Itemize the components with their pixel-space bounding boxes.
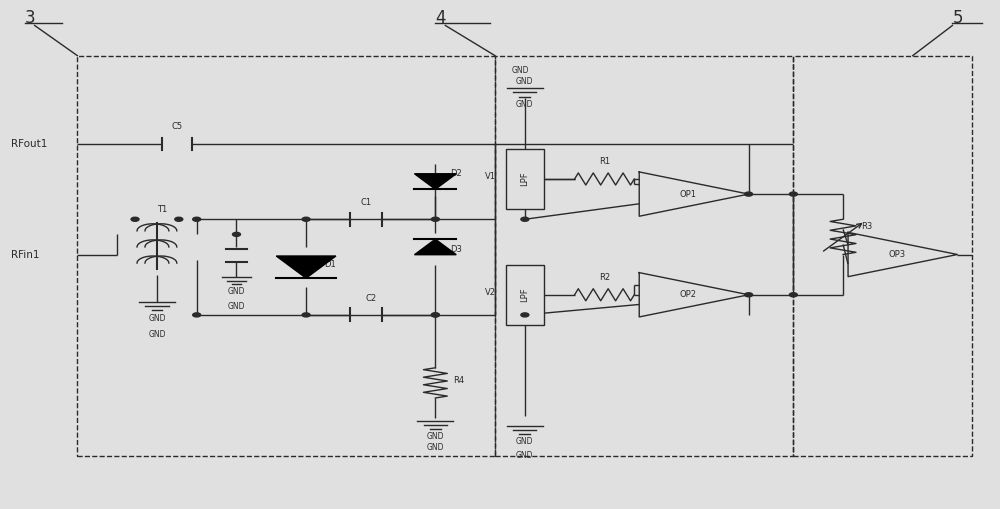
Text: D3: D3 [450,245,462,254]
Polygon shape [414,239,456,254]
Text: RFin1: RFin1 [11,249,39,260]
Circle shape [131,217,139,221]
Circle shape [302,217,310,221]
Text: LPF: LPF [520,172,529,186]
Circle shape [745,192,753,196]
Text: C1: C1 [360,198,371,207]
Text: GND: GND [516,451,534,460]
Circle shape [193,313,201,317]
Bar [506,265,544,325]
Circle shape [745,293,753,297]
Circle shape [431,217,439,221]
Text: R1: R1 [599,157,610,166]
Text: 5: 5 [952,9,963,27]
Circle shape [302,313,310,317]
Text: GND: GND [228,302,245,312]
Circle shape [521,217,529,221]
Circle shape [193,217,201,221]
Text: R4: R4 [453,376,464,385]
Bar [495,55,793,456]
Bar [506,149,544,209]
Text: LPF: LPF [520,288,529,302]
Text: GND: GND [148,330,166,339]
Text: GND: GND [148,314,166,323]
Text: 4: 4 [435,9,446,27]
Text: V2: V2 [485,288,496,297]
Text: GND: GND [427,433,444,441]
Text: GND: GND [427,443,444,453]
Polygon shape [276,256,336,278]
Text: V1: V1 [485,172,496,181]
Circle shape [232,232,240,236]
Text: C2: C2 [366,294,377,303]
Text: GND: GND [511,66,529,75]
Text: GND: GND [516,437,534,446]
Circle shape [789,293,797,297]
Text: OP1: OP1 [680,189,697,199]
Text: R3: R3 [861,222,872,231]
Circle shape [789,192,797,196]
Circle shape [175,217,183,221]
Text: T1: T1 [157,205,167,214]
Text: GND: GND [228,287,245,296]
Text: RFout1: RFout1 [11,139,47,149]
Polygon shape [414,174,456,189]
Bar [77,55,495,456]
Text: R2: R2 [599,273,610,281]
Text: C5: C5 [171,122,182,131]
Text: D2: D2 [450,169,462,179]
Bar [793,55,972,456]
Circle shape [431,313,439,317]
Text: OP2: OP2 [680,290,697,299]
Text: OP3: OP3 [889,250,906,259]
Text: GND: GND [516,77,534,86]
Text: GND: GND [516,100,534,109]
Circle shape [431,313,439,317]
Text: 3: 3 [25,9,35,27]
Text: D1: D1 [324,260,336,269]
Circle shape [521,313,529,317]
